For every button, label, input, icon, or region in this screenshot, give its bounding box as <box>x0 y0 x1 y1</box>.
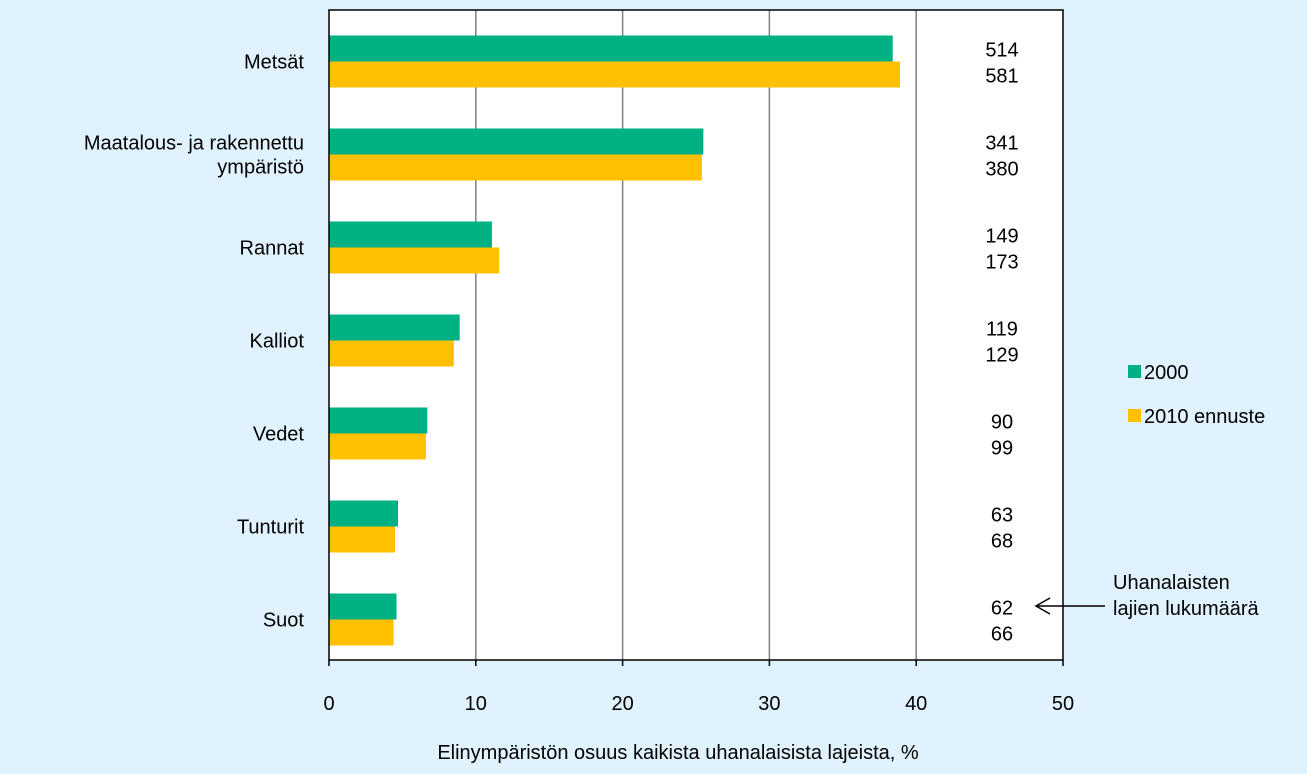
count-labels: 514 581 341 380 149 173 119 129 90 99 63 68 62 66 <box>985 40 1018 646</box>
category-label: ympäristö <box>217 157 304 179</box>
bar-series1 <box>329 128 704 155</box>
legend-label: 2010 ennuste <box>1144 406 1265 428</box>
bar-series1 <box>329 500 398 527</box>
plot-border <box>328 9 1064 661</box>
annotation: Uhanalaisten lajien lukumäärä <box>1034 572 1260 620</box>
x-tick-label: 0 <box>323 693 334 715</box>
count-label: 62 <box>991 598 1013 620</box>
bars <box>329 35 901 646</box>
count-label: 341 <box>985 133 1018 155</box>
x-tick-label: 30 <box>758 693 780 715</box>
annotation-text: lajien lukumäärä <box>1113 598 1260 620</box>
bar-series2 <box>329 526 396 553</box>
bar-series2 <box>329 619 394 646</box>
count-label: 514 <box>985 40 1018 62</box>
x-tick-label: 10 <box>465 693 487 715</box>
count-label: 129 <box>985 345 1018 367</box>
count-label: 173 <box>985 252 1018 274</box>
category-label: Metsät <box>244 52 304 74</box>
bar-series2 <box>329 247 500 274</box>
legend: 2000 2010 ennuste <box>1128 362 1265 428</box>
legend-label: 2000 <box>1144 362 1189 384</box>
count-label: 90 <box>991 412 1013 434</box>
bar-series1 <box>329 407 428 434</box>
x-tick-label: 50 <box>1052 693 1074 715</box>
count-label: 149 <box>985 226 1018 248</box>
bar-series2 <box>329 61 901 88</box>
count-label: 380 <box>985 159 1018 181</box>
bar-series2 <box>329 340 454 367</box>
bar-series1 <box>329 35 893 62</box>
count-label: 66 <box>991 624 1013 646</box>
count-label: 581 <box>985 66 1018 88</box>
category-label: Maatalous- ja rakennettu <box>84 133 304 155</box>
x-tick-label: 20 <box>611 693 633 715</box>
bar-series1 <box>329 221 492 248</box>
count-label: 68 <box>991 531 1013 553</box>
category-label: Tunturit <box>237 517 305 539</box>
bar-series1 <box>329 593 397 620</box>
x-axis-title: Elinympäristön osuus kaikista uhanalaisi… <box>437 742 919 764</box>
legend-swatch <box>1128 365 1141 378</box>
category-label: Kalliot <box>250 331 305 353</box>
category-label: Vedet <box>253 424 305 446</box>
category-label: Rannat <box>240 238 305 260</box>
bar-series2 <box>329 154 702 181</box>
annotation-text: Uhanalaisten <box>1113 572 1230 594</box>
count-label: 119 <box>986 319 1018 341</box>
annotation-arrow-head <box>1034 597 1051 615</box>
legend-swatch <box>1128 409 1141 422</box>
count-label: 99 <box>991 438 1013 460</box>
bar-series2 <box>329 433 426 460</box>
bar-series1 <box>329 314 460 341</box>
count-label: 63 <box>991 505 1013 527</box>
category-label: Suot <box>263 610 305 632</box>
x-tick-label: 40 <box>905 693 927 715</box>
